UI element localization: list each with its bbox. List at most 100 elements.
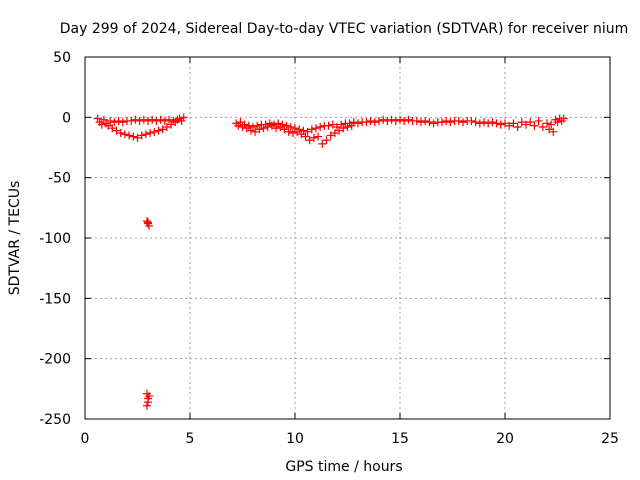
y-tick-label: -200 — [39, 352, 71, 368]
data-point — [547, 120, 556, 129]
data-point — [142, 401, 151, 410]
data-point — [326, 131, 335, 140]
x-axis-label: GPS time / hours — [285, 459, 402, 475]
data-point — [162, 122, 171, 131]
data-point — [349, 118, 358, 127]
data-point — [307, 125, 316, 134]
data-point — [396, 115, 404, 124]
data-point — [305, 136, 314, 145]
data-point — [249, 122, 257, 131]
data-point — [530, 121, 539, 130]
data-point — [517, 118, 526, 127]
data-point — [97, 120, 106, 129]
data-point — [146, 129, 155, 138]
data-point — [125, 131, 134, 140]
chart-title: Day 299 of 2024, Sidereal Day-to-day VTE… — [60, 21, 629, 37]
data-point — [244, 121, 253, 130]
y-tick-label: -100 — [39, 231, 71, 247]
data-point — [366, 116, 375, 125]
data-point — [108, 124, 117, 133]
data-point — [255, 125, 264, 134]
data-point — [545, 125, 554, 134]
data-point — [150, 127, 159, 136]
y-tick-label: -250 — [39, 412, 71, 428]
data-point — [412, 116, 421, 125]
data-point — [152, 116, 161, 125]
data-point — [492, 119, 501, 128]
data-point — [145, 221, 154, 230]
data-point — [316, 122, 325, 131]
data-point — [509, 119, 518, 128]
x-tick-label: 25 — [601, 431, 619, 447]
x-tick-label: 15 — [391, 431, 409, 447]
data-point — [141, 130, 150, 139]
x-tick-label: 10 — [286, 431, 304, 447]
data-point — [139, 115, 148, 124]
data-point — [467, 116, 476, 125]
data-point — [400, 116, 409, 125]
data-point — [148, 115, 157, 124]
data-point — [375, 116, 383, 125]
x-tick-label: 0 — [81, 431, 90, 447]
data-point — [391, 116, 400, 125]
data-point — [488, 118, 497, 127]
data-point — [314, 132, 323, 141]
y-tick-label: -150 — [39, 291, 71, 307]
data-point — [538, 122, 547, 131]
data-point — [165, 115, 173, 124]
data-point — [513, 122, 522, 131]
data-point — [505, 121, 514, 130]
y-tick-label: 0 — [62, 110, 71, 126]
data-point — [459, 118, 467, 127]
data-point — [154, 126, 163, 135]
data-point — [112, 126, 121, 135]
data-point — [158, 125, 167, 134]
x-tick-label: 20 — [496, 431, 514, 447]
data-point — [522, 120, 530, 129]
data-points — [93, 113, 568, 410]
data-point — [127, 116, 136, 125]
axis-ticks: 0 5 10 15 20 25 -250 -200 -150 -100 -50 0 50 — [39, 50, 619, 447]
data-point — [179, 113, 188, 122]
data-point — [534, 116, 543, 125]
data-point — [272, 124, 281, 133]
data-point — [501, 119, 509, 128]
data-point — [288, 129, 297, 138]
data-point — [559, 114, 568, 123]
data-point — [131, 115, 140, 124]
y-tick-label: -50 — [48, 171, 71, 187]
data-point — [144, 116, 152, 125]
data-point — [156, 115, 165, 124]
data-point — [118, 118, 127, 127]
data-point — [129, 132, 138, 141]
data-point — [429, 119, 438, 128]
y-tick-label: 50 — [53, 50, 71, 66]
data-point — [114, 116, 123, 125]
data-point — [284, 127, 293, 136]
data-point — [286, 122, 295, 131]
data-point — [484, 119, 493, 128]
data-point — [480, 118, 488, 127]
data-point — [354, 119, 362, 128]
data-point — [543, 119, 551, 128]
data-point — [379, 115, 388, 124]
data-point — [120, 130, 129, 139]
data-point — [322, 136, 331, 145]
data-point — [295, 125, 304, 134]
data-point — [312, 124, 320, 133]
data-point — [301, 132, 310, 141]
data-point — [383, 116, 392, 125]
data-point — [549, 127, 558, 136]
data-point — [137, 131, 146, 140]
data-point — [145, 392, 154, 401]
data-point — [417, 118, 425, 127]
data-point — [335, 126, 344, 135]
data-point — [471, 118, 480, 127]
data-point — [328, 120, 337, 129]
data-point — [362, 118, 371, 127]
data-point — [160, 116, 169, 125]
y-axis-label: SDTVAR / TECUs — [7, 181, 23, 296]
data-point — [324, 121, 333, 130]
